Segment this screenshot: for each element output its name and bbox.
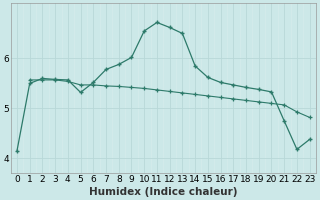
X-axis label: Humidex (Indice chaleur): Humidex (Indice chaleur) bbox=[89, 187, 237, 197]
